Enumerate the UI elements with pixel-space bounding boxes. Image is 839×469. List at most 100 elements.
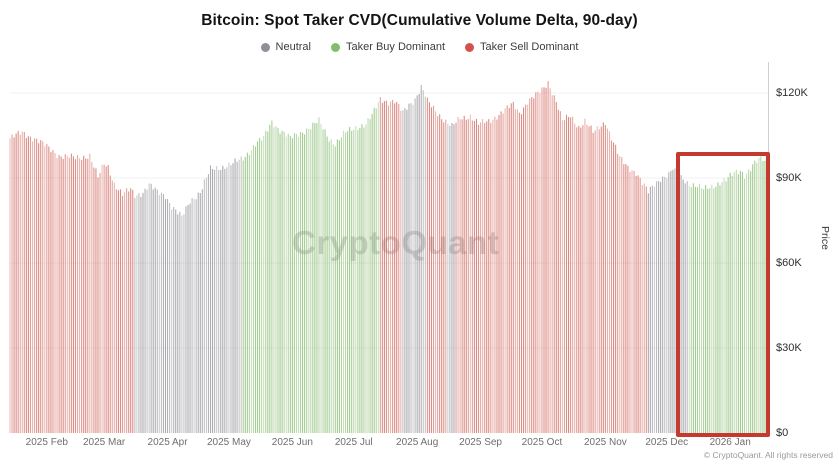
cvd-bar [523,107,525,434]
cvd-bar [451,123,453,433]
cvd-bar [373,107,375,433]
footer-copyright: © CryptoQuant. All rights reserved [703,450,833,460]
cvd-bar [115,189,117,433]
x-tick-label: 2025 Nov [583,437,627,448]
cvd-bar [539,93,541,434]
cvd-bar [267,131,269,434]
cvd-bar [324,129,326,434]
cvd-bar [171,209,173,433]
cvd-bar [453,124,455,434]
cvd-bar [672,169,674,434]
legend-item-sell[interactable]: Taker Sell Dominant [465,41,578,53]
cvd-bar [510,103,512,433]
cvd-bar [214,169,216,433]
sell-legend-dot-icon [465,42,475,52]
cvd-bar [584,118,586,433]
cvd-bar [752,164,754,433]
cvd-bar [107,165,109,433]
cvd-bar [181,215,183,433]
cvd-bar [173,207,175,433]
cvd-bar [502,113,504,434]
cvd-bar [508,107,510,434]
cvd-bar [371,113,373,434]
cvd-bar [590,125,592,434]
legend-item-neutral[interactable]: Neutral [260,41,311,53]
cvd-bar [643,183,645,433]
cvd-bar [52,150,54,433]
cvd-bar [140,196,142,433]
cvd-bar [340,137,342,433]
cvd-bar [537,91,539,433]
cvd-bar [701,188,703,433]
cvd-bar [541,87,543,433]
y-tick-label: $90K [776,171,802,184]
cvd-bar [525,104,527,433]
cvd-bar [105,166,107,433]
cvd-bar [666,178,668,433]
cvd-bar [750,171,752,433]
cvd-bar [336,139,338,433]
cvd-bar [748,169,750,433]
cvd-bar [400,110,402,434]
cvd-bar [72,156,74,433]
cvd-bar [486,121,488,433]
cvd-bar [422,90,424,434]
cvd-bar [557,109,559,433]
cvd-bar [93,167,95,434]
cvd-bar [40,140,42,434]
cvd-bar [600,126,602,433]
cvd-bar [703,189,705,433]
cvd-bar [613,142,615,433]
cvd-bar [475,119,478,433]
cvd-bar [467,118,469,434]
cvd-bar [625,164,627,433]
cvd-bar [412,104,414,434]
cvd-bar [146,189,148,433]
cvd-bar [484,123,486,433]
cvd-bar [477,124,480,434]
cvd-bar [688,185,690,433]
cvd-bar [42,141,44,433]
cvd-bar [279,133,281,433]
cvd-bar [576,127,578,434]
cvd-bar [54,153,56,433]
buy-legend-dot-icon [330,42,340,52]
cvd-bar [156,189,158,433]
cvd-bar [500,111,502,434]
cvd-bar [212,169,214,433]
cvd-bar [449,125,451,433]
cvd-bar [344,132,347,434]
cvd-bar [658,180,660,433]
y-tick-label: $120K [776,86,808,99]
cvd-bar [9,138,11,433]
cvd-bar [119,189,122,433]
cvd-bar [529,98,531,433]
cvd-bar [705,185,707,433]
cvd-bar [308,128,310,433]
cvd-bar [482,118,484,434]
legend-item-buy[interactable]: Taker Buy Dominant [330,41,445,53]
cvd-bar [602,122,604,433]
cvd-bar [426,97,428,433]
cvd-bar [162,194,164,433]
cvd-bar [379,97,381,434]
x-tick-label: 2025 Jul [334,437,373,448]
x-tick-label: 2025 Sep [459,437,502,448]
cvd-bar [473,120,475,434]
cvd-bar [531,97,533,433]
cvd-bar [418,93,420,433]
x-tick-label: 2025 Jun [271,437,313,448]
cvd-bar [70,153,72,433]
cvd-bar [175,209,177,433]
cvd-bar [361,124,363,433]
cvd-bar [185,206,187,433]
cvd-bar [87,158,89,433]
cvd-bar [273,127,275,434]
cvd-bar [11,134,13,433]
cvd-bar [574,123,576,434]
cvd-bar [320,123,322,433]
cvd-bar [46,143,48,433]
cvd-bar [392,100,394,433]
cvd-bar [218,170,220,434]
